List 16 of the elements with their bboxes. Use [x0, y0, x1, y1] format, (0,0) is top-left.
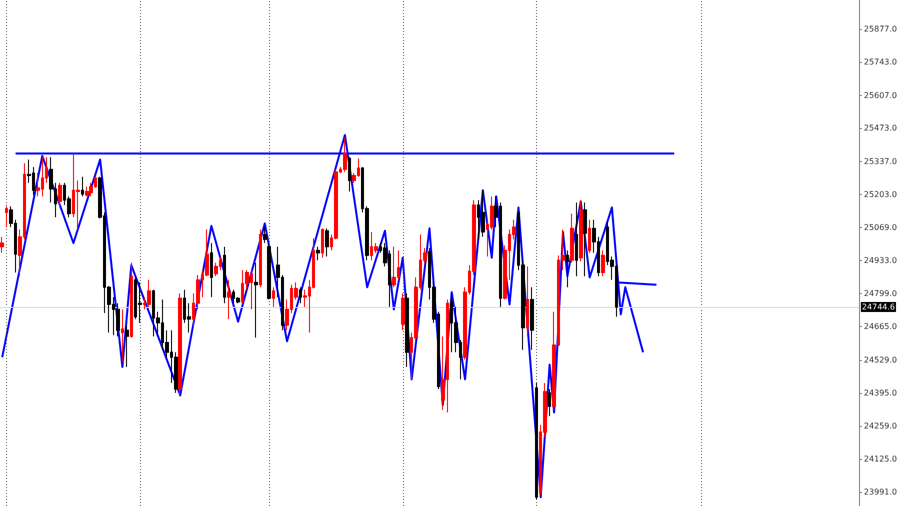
y-tick-label: 24395.0: [864, 388, 898, 398]
y-tick-label: 24799.0: [864, 289, 898, 298]
y-tick-label: 24529.0: [864, 355, 898, 364]
y-tick-label: 24665.0: [864, 322, 898, 332]
y-tick-label: 24259.0: [864, 422, 898, 431]
y-tick-label: 24125.0: [864, 454, 898, 464]
y-tick-label: 25069.0: [864, 222, 898, 232]
y-tick-label: 25877.0: [864, 24, 898, 34]
y-tick-label: 25203.0: [864, 190, 898, 199]
y-tick-label: 25337.0: [864, 157, 898, 166]
y-tick-label: 25473.0: [864, 124, 898, 133]
ref-line-label: 24744.6: [862, 302, 896, 312]
y-tick-label: 25743.0: [864, 57, 898, 66]
y-tick-label: 25607.0: [864, 90, 898, 100]
y-tick-label: 23991.0: [864, 488, 898, 497]
y-tick-label: 24933.0: [864, 256, 898, 266]
